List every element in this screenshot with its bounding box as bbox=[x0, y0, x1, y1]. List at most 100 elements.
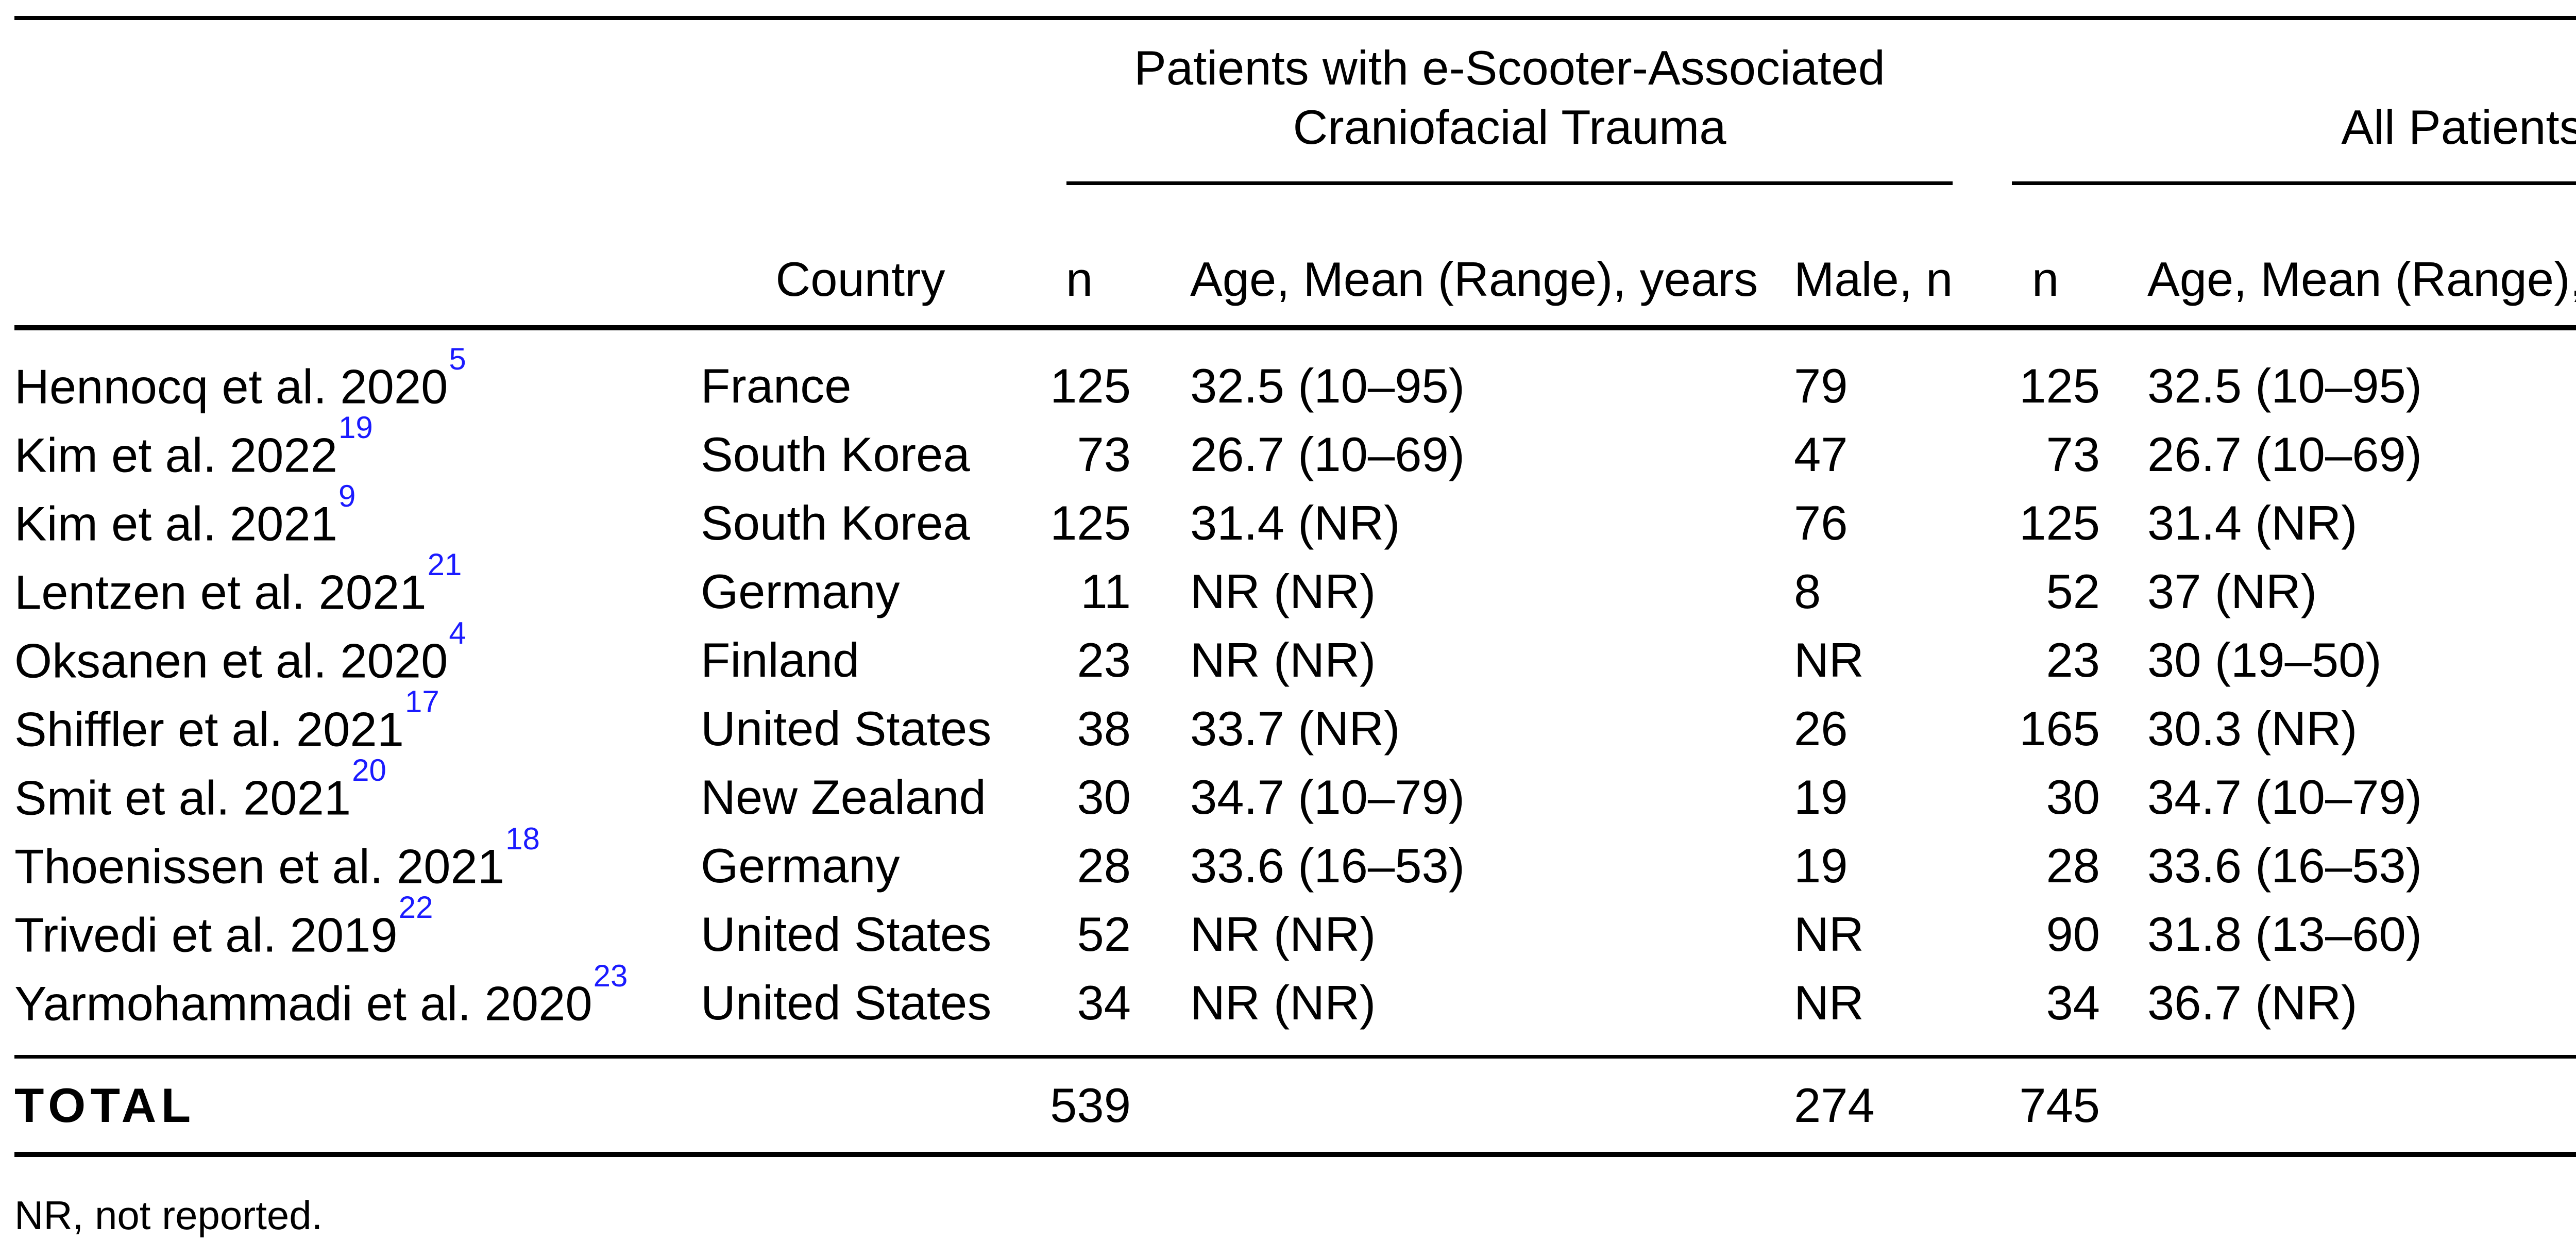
cell-age-escooter: 31.4 (NR) bbox=[1190, 495, 1400, 550]
table-row: Oksanen et al. 20204 Finland 23 NR (NR) … bbox=[14, 617, 2576, 694]
column-header-row: Country n Age, Mean (Range), years Male,… bbox=[14, 185, 2576, 330]
cell-n-all: 165 bbox=[2019, 701, 2100, 756]
cell-study: Kim et al. 20219 bbox=[14, 480, 696, 557]
col-header-n-escooter: n bbox=[1025, 185, 1133, 330]
col-header-male-escooter: Male, n bbox=[1783, 185, 1989, 330]
cell-male-escooter: NR bbox=[1794, 975, 1864, 1030]
cell-age-all: 30.3 (NR) bbox=[2147, 701, 2358, 756]
cell-study: Lentzen et al. 202121 bbox=[14, 549, 696, 626]
cell-n-all: 30 bbox=[2046, 769, 2100, 824]
cell-country: United States bbox=[701, 907, 992, 961]
total-n-escooter: 539 bbox=[1025, 1055, 1133, 1157]
study-citation: Kim et al. 2022 bbox=[14, 428, 338, 482]
table-row: Thoenissen et al. 202118 Germany 28 33.6… bbox=[14, 823, 2576, 900]
table-footnote: NR, not reported. bbox=[14, 1193, 323, 1238]
study-citation: Smit et al. 2021 bbox=[14, 770, 351, 825]
spanner-header-row: Patients with e-Scooter-Associated Crani… bbox=[14, 18, 2576, 185]
cell-male-escooter: NR bbox=[1794, 907, 1864, 961]
reference-link[interactable]: 20 bbox=[352, 752, 386, 787]
spanner-escooter-line1: Patients with e-Scooter-Associated bbox=[1134, 41, 1885, 95]
total-age-escooter-empty bbox=[1133, 1055, 1783, 1157]
study-citation: Trivedi et al. 2019 bbox=[14, 908, 398, 962]
cell-n-escooter: 125 bbox=[1050, 358, 1131, 413]
spanner-escooter-group: Patients with e-Scooter-Associated Crani… bbox=[1066, 38, 1953, 185]
cell-age-all: 32.5 (10–95) bbox=[2147, 358, 2422, 413]
cell-country: Finland bbox=[701, 632, 860, 687]
cell-male-escooter: 76 bbox=[1794, 495, 1848, 550]
study-citation: Lentzen et al. 2021 bbox=[14, 565, 427, 619]
cell-male-escooter: 19 bbox=[1794, 838, 1848, 893]
table-row: Yarmohammadi et al. 202023 United States… bbox=[14, 960, 2576, 1057]
study-citation: Kim et al. 2021 bbox=[14, 496, 338, 551]
cell-n-all: 90 bbox=[2046, 907, 2100, 961]
cell-male-escooter: 47 bbox=[1794, 427, 1848, 481]
cell-n-all: 34 bbox=[2046, 975, 2100, 1030]
cell-age-all: 36.7 (NR) bbox=[2147, 975, 2358, 1030]
cell-age-escooter: 34.7 (10–79) bbox=[1190, 769, 1465, 824]
cell-n-all: 52 bbox=[2046, 564, 2100, 618]
cell-n-escooter: 73 bbox=[1077, 427, 1131, 481]
cell-study: Oksanen et al. 20204 bbox=[14, 617, 696, 694]
cell-age-escooter: NR (NR) bbox=[1190, 564, 1376, 618]
cell-n-all: 23 bbox=[2046, 632, 2100, 687]
cell-male-escooter: 26 bbox=[1794, 701, 1848, 756]
cell-age-escooter: NR (NR) bbox=[1190, 632, 1376, 687]
col-header-age-all: Age, Mean (Range), years bbox=[2102, 185, 2576, 330]
cell-n-all: 73 bbox=[2046, 427, 2100, 481]
reference-link[interactable]: 4 bbox=[449, 615, 466, 650]
reference-link[interactable]: 21 bbox=[427, 547, 462, 582]
reference-link[interactable]: 19 bbox=[338, 410, 373, 445]
reference-link[interactable]: 9 bbox=[338, 478, 356, 513]
study-citation: Shiffler et al. 2021 bbox=[14, 702, 404, 757]
cell-n-escooter: 52 bbox=[1077, 907, 1131, 961]
total-country-empty bbox=[696, 1055, 1025, 1157]
reference-link[interactable]: 18 bbox=[505, 821, 540, 856]
total-label: TOTAL bbox=[14, 1055, 696, 1157]
cell-country: United States bbox=[701, 975, 992, 1030]
cell-study: Trivedi et al. 201922 bbox=[14, 892, 696, 968]
spanner-escooter-line2: Craniofacial Trauma bbox=[1293, 100, 1726, 154]
cell-male-escooter: 19 bbox=[1794, 769, 1848, 824]
cell-study: Shiffler et al. 202117 bbox=[14, 686, 696, 763]
spanner-empty-cell bbox=[14, 18, 1025, 185]
table-row: Shiffler et al. 202117 United States 38 … bbox=[14, 686, 2576, 763]
spanner-all-patients-label: All Patients bbox=[2341, 100, 2576, 154]
cell-n-all: 125 bbox=[2019, 495, 2100, 550]
reference-link[interactable]: 17 bbox=[405, 684, 439, 719]
col-header-age-escooter: Age, Mean (Range), years bbox=[1133, 185, 1783, 330]
study-citation: Oksanen et al. 2020 bbox=[14, 633, 448, 688]
cell-n-escooter: 38 bbox=[1077, 701, 1131, 756]
reference-link[interactable]: 23 bbox=[593, 958, 628, 993]
cell-country: New Zealand bbox=[701, 769, 986, 824]
cell-n-escooter: 34 bbox=[1077, 975, 1131, 1030]
cell-study: Smit et al. 202120 bbox=[14, 754, 696, 831]
reference-link[interactable]: 22 bbox=[398, 890, 433, 925]
total-row: TOTAL 539 274 745 497 bbox=[14, 1055, 2576, 1157]
cell-country: United States bbox=[701, 701, 992, 756]
col-header-study-empty bbox=[14, 185, 696, 330]
cell-male-escooter: 8 bbox=[1794, 564, 1821, 618]
cell-male-escooter: 79 bbox=[1794, 358, 1848, 413]
table-row: Smit et al. 202120 New Zealand 30 34.7 (… bbox=[14, 754, 2576, 831]
study-citation: Yarmohammadi et al. 2020 bbox=[14, 976, 592, 1031]
cell-country: Germany bbox=[701, 564, 900, 618]
cell-age-escooter: NR (NR) bbox=[1190, 975, 1376, 1030]
cell-country: France bbox=[701, 358, 852, 413]
study-citation: Hennocq et al. 2020 bbox=[14, 359, 448, 414]
cell-age-escooter: 33.7 (NR) bbox=[1190, 701, 1400, 756]
study-demographics-table: Patients with e-Scooter-Associated Crani… bbox=[14, 16, 2576, 1157]
reference-link[interactable]: 5 bbox=[449, 341, 466, 376]
cell-age-all: 37 (NR) bbox=[2147, 564, 2317, 618]
col-header-country: Country bbox=[696, 185, 1025, 330]
spanner-all-patients-cell: All Patients bbox=[1989, 18, 2576, 185]
cell-age-all: 31.8 (13–60) bbox=[2147, 907, 2422, 961]
cell-age-escooter: 32.5 (10–95) bbox=[1190, 358, 1465, 413]
cell-country: South Korea bbox=[701, 427, 970, 481]
cell-n-escooter: 125 bbox=[1050, 495, 1131, 550]
table-row: Kim et al. 20219 South Korea 125 31.4 (N… bbox=[14, 480, 2576, 557]
table-wrapper: Patients with e-Scooter-Associated Crani… bbox=[14, 16, 2576, 1240]
cell-age-all: 30 (19–50) bbox=[2147, 632, 2382, 687]
cell-age-all: 31.4 (NR) bbox=[2147, 495, 2358, 550]
cell-country: South Korea bbox=[701, 495, 970, 550]
